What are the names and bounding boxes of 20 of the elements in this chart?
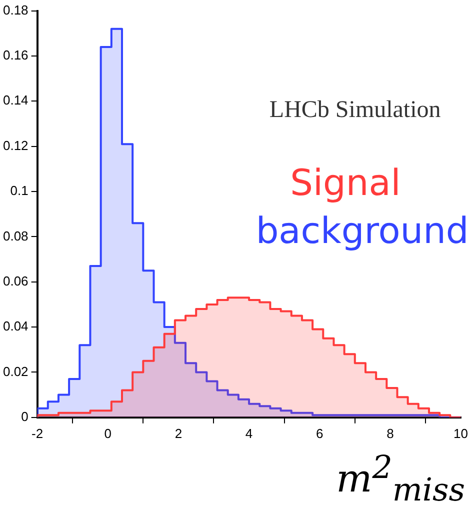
y-tick-label: 0.02 xyxy=(2,364,28,379)
x-tick-label: 6 xyxy=(316,426,324,441)
text: Signal xyxy=(290,163,401,204)
y-tick-label: 0.16 xyxy=(2,48,28,63)
y-tick-label: 0.06 xyxy=(2,273,28,288)
x-tick-label: 4 xyxy=(245,426,253,441)
y-tick-label: 0.08 xyxy=(2,228,28,244)
y-tick-label: 0.12 xyxy=(2,138,28,153)
y-tick-label: 0.14 xyxy=(2,92,28,108)
x-tick-label: 2 xyxy=(174,426,182,441)
x-tick-label: 8 xyxy=(386,426,394,441)
y-tick-label: 0.1 xyxy=(10,183,28,198)
text: background xyxy=(256,211,469,252)
x-tick-label: 0 xyxy=(104,426,112,441)
x-tick-label: -2 xyxy=(32,426,44,441)
y-tick-label: 0.18 xyxy=(2,2,28,18)
y-tick-label: 0.04 xyxy=(2,318,28,334)
x-tick-label: 10 xyxy=(454,426,468,441)
y-tick-label: 0 xyxy=(21,408,28,424)
annotation: LHCb Simulation xyxy=(269,97,441,124)
